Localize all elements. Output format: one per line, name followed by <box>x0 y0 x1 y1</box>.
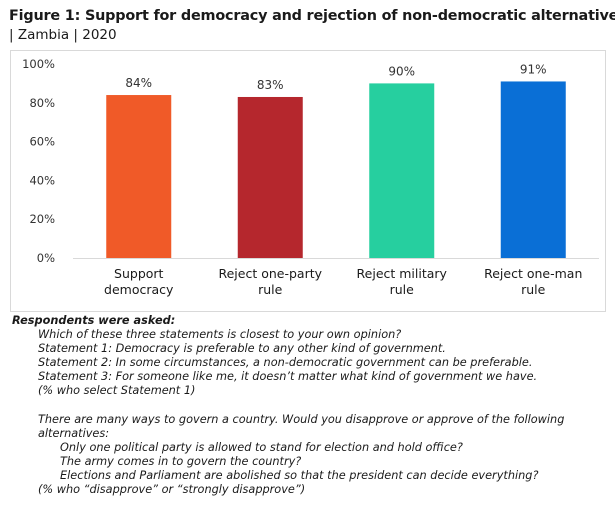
question-2-line-1: There are many ways to govern a country.… <box>38 412 565 426</box>
survey-notes: Respondents were asked: Which of these t… <box>12 314 607 497</box>
category-label: rule <box>258 282 283 297</box>
alternative-3: Elections and Parliament are abolished s… <box>60 468 539 482</box>
question-2-line-2: alternatives: <box>38 426 110 440</box>
alternative-2: The army comes in to govern the country? <box>60 454 302 468</box>
bar <box>369 83 435 259</box>
category-label: Reject one-man <box>484 266 582 281</box>
bar <box>106 95 172 258</box>
y-tick-label: 80% <box>29 96 55 110</box>
y-tick-label: 40% <box>29 173 55 187</box>
question-1-note: (% who select Statement 1) <box>38 384 196 398</box>
y-tick-label: 0% <box>37 251 55 265</box>
category-label: rule <box>390 282 415 297</box>
category-label: democracy <box>104 282 174 297</box>
y-tick-label: 100% <box>22 57 55 71</box>
category-label: Support <box>114 266 164 281</box>
question-1: Which of these three statements is close… <box>38 328 402 342</box>
category-label: Reject military <box>357 266 448 281</box>
data-label: 91% <box>520 62 547 76</box>
category-label: Reject one-party <box>218 266 322 281</box>
category-label: rule <box>521 282 546 297</box>
chart-area: 0% 20% 40% 60% 80% 100% 84% Support democracy 83%… <box>10 50 606 312</box>
data-label: 83% <box>257 78 284 92</box>
y-tick-label: 60% <box>29 135 55 149</box>
alternative-1: Only one political party is allowed to s… <box>60 440 463 454</box>
statement-2: Statement 2: In some circumstances, a no… <box>38 356 533 370</box>
y-tick-label: 20% <box>29 212 55 226</box>
bar <box>500 81 566 259</box>
bar <box>237 96 303 258</box>
statement-3: Statement 3: For someone like me, it doe… <box>38 370 538 384</box>
question-2-note: (% who “disapprove” or “strongly disappr… <box>38 483 306 497</box>
figure-subtitle: | Zambia | 2020 <box>9 27 117 43</box>
notes-heading: Respondents were asked: <box>12 314 176 327</box>
statement-1: Statement 1: Democracy is preferable to … <box>38 342 446 356</box>
data-label: 90% <box>388 64 415 78</box>
data-label: 84% <box>125 76 152 90</box>
spacer <box>12 399 607 413</box>
figure-title: Figure 1: Support for democracy and reje… <box>9 8 615 24</box>
